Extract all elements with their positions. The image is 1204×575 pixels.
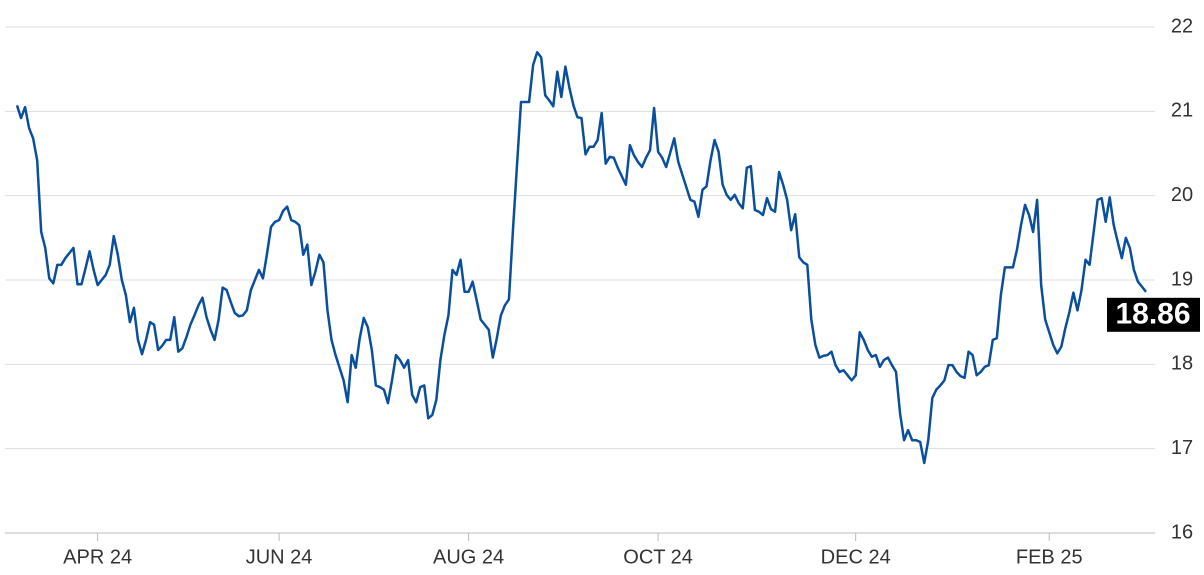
- y-tick-label: 21: [1171, 100, 1193, 122]
- price-line: [15, 51, 1147, 465]
- x-tick-label: JUN 24: [246, 546, 313, 568]
- y-tick-label: 19: [1171, 268, 1193, 290]
- y-tick-label: 16: [1171, 521, 1193, 543]
- y-tick-label: 17: [1171, 437, 1193, 459]
- y-tick-label: 22: [1171, 15, 1193, 37]
- last-value-label: 18.86: [1115, 298, 1190, 331]
- x-tick-label: OCT 24: [623, 546, 693, 568]
- x-tick-label: AUG 24: [433, 546, 504, 568]
- x-tick-label: DEC 24: [821, 546, 891, 568]
- x-tick-label: FEB 25: [1016, 546, 1083, 568]
- x-tick-label: APR 24: [63, 546, 132, 568]
- y-tick-label: 20: [1171, 184, 1193, 206]
- last-value-box: [1107, 297, 1200, 332]
- y-tick-label: 18: [1171, 353, 1193, 375]
